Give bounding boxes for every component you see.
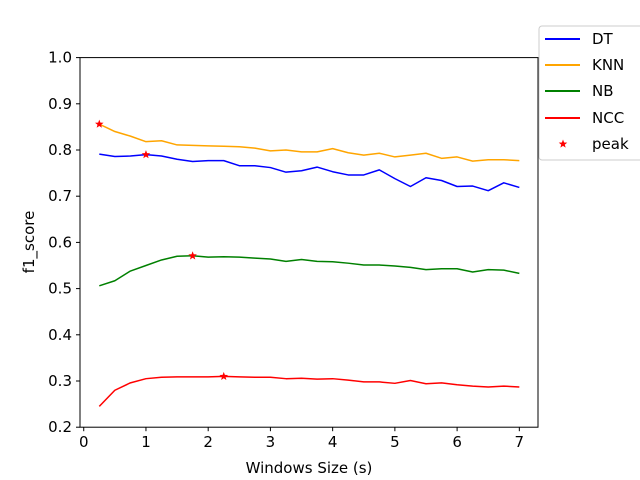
y-tick-label: 0.6 [48, 233, 72, 251]
x-axis-label: Windows Size (s) [246, 459, 373, 477]
y-tick-label: 0.7 [48, 187, 72, 205]
legend: DT KNN NB NCC peak [538, 25, 640, 161]
legend-label-nb: NB [592, 82, 614, 100]
legend-label-ncc: NCC [592, 109, 624, 127]
y-axis: 0.2 0.3 0.4 0.5 0.6 0.7 0.8 0.9 1.0 [48, 49, 80, 436]
x-tick-label: 4 [328, 433, 338, 451]
y-tick-label: 0.5 [48, 280, 72, 298]
x-axis: 0 1 2 3 4 5 6 7 [79, 427, 524, 451]
x-tick-label: 6 [452, 433, 462, 451]
axes-frame [79, 57, 539, 428]
x-tick-label: 0 [79, 433, 89, 451]
y-tick-label: 0.8 [48, 141, 72, 159]
x-tick-label: 5 [390, 433, 400, 451]
y-axis-label: f1_score [20, 211, 39, 274]
series-line-ncc [98, 375, 520, 407]
legend-label-peak: peak [592, 135, 629, 153]
y-tick-label: 0.3 [48, 372, 72, 390]
legend-box [538, 25, 640, 161]
y-tick-label: 0.2 [48, 418, 72, 436]
peak-marker [141, 150, 151, 159]
series-line-knn [98, 123, 520, 162]
x-tick-label: 3 [266, 433, 276, 451]
series-line-nb [99, 255, 520, 287]
legend-swatch-peak [558, 139, 568, 148]
plot-area [98, 123, 520, 407]
x-tick-label: 1 [141, 433, 151, 451]
peak-marker [219, 371, 229, 381]
y-tick-label: 1.0 [48, 49, 72, 67]
y-tick-label: 0.4 [48, 326, 72, 344]
series-line-dt [99, 153, 520, 192]
legend-label-dt: DT [592, 30, 614, 48]
peak-marker [188, 251, 197, 260]
legend-label-knn: KNN [592, 56, 624, 74]
peak-markers [95, 119, 229, 381]
peak-marker [95, 119, 104, 128]
y-tick-label: 0.9 [48, 95, 72, 113]
x-tick-label: 7 [515, 433, 525, 451]
x-tick-label: 2 [203, 433, 213, 451]
